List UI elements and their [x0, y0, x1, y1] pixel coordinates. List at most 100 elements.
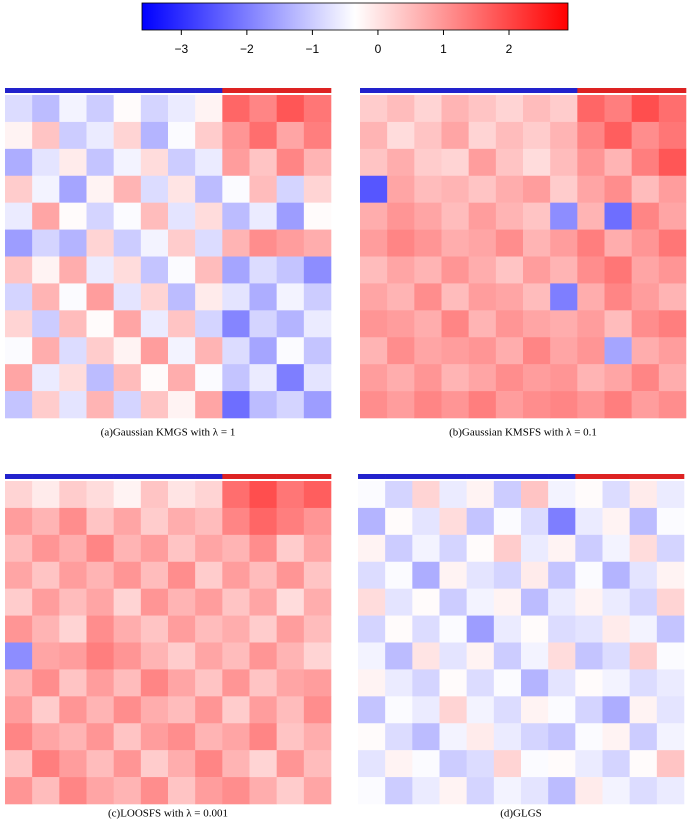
heatmap-cell — [168, 256, 196, 284]
class-bar — [86, 88, 114, 93]
heatmap-cell — [439, 588, 467, 616]
heatmap-cell — [604, 310, 632, 338]
heatmap-cell — [249, 561, 277, 589]
heatmap-cell — [86, 175, 114, 203]
heatmap-cell — [414, 391, 442, 419]
heatmap-cell — [32, 723, 60, 751]
heatmap-cell — [5, 696, 33, 724]
heatmap-cell — [168, 642, 196, 670]
heatmap-cell — [168, 696, 196, 724]
class-bar — [523, 88, 551, 93]
heatmap-cell — [602, 588, 630, 616]
class-bar — [414, 88, 442, 93]
class-bar — [439, 474, 467, 479]
heatmap-cell — [303, 202, 332, 230]
heatmap-cell — [412, 615, 440, 643]
panel-caption: (d)GLGS — [500, 808, 542, 820]
class-bar — [249, 474, 277, 479]
class-bar — [276, 474, 305, 479]
class-bar — [86, 474, 114, 479]
class-bar — [577, 88, 605, 93]
heatmap-cell — [32, 391, 60, 419]
heatmap-cell — [113, 121, 142, 150]
heatmap-cell — [414, 256, 442, 284]
heatmap-cell — [602, 669, 630, 697]
heatmap-cell — [387, 391, 415, 419]
heatmap-cell — [658, 364, 687, 392]
heatmap-cell — [59, 283, 87, 311]
heatmap-cell — [629, 615, 658, 643]
colorbar-tick-label: 1 — [440, 42, 447, 56]
heatmap-cell — [493, 561, 522, 589]
heatmap-cell — [550, 256, 578, 284]
heatmap-cell — [550, 148, 578, 177]
heatmap-cell — [360, 95, 388, 123]
heatmap-cell — [195, 534, 223, 563]
heatmap-cell — [303, 310, 332, 338]
heatmap-cell — [521, 507, 549, 536]
heatmap-cell — [631, 310, 660, 338]
heatmap-cell — [140, 229, 169, 257]
heatmap-cell — [32, 310, 60, 338]
heatmap-cell — [604, 175, 632, 203]
heatmap-cell — [140, 175, 169, 203]
heatmap-cell — [249, 750, 277, 778]
heatmap-cell — [548, 750, 576, 778]
heatmap-cell — [168, 534, 196, 563]
heatmap-cell — [59, 175, 87, 203]
colorbar-tick-label: −1 — [306, 42, 320, 56]
heatmap-cell — [113, 256, 142, 284]
heatmap-cell — [195, 588, 223, 616]
heatmap-cell — [385, 507, 413, 536]
heatmap-cell — [222, 283, 250, 311]
class-bar — [604, 88, 632, 93]
heatmap-cell — [466, 750, 495, 778]
heatmap-cell — [249, 642, 277, 670]
heatmap-cell — [629, 777, 658, 805]
heatmap-cell — [32, 256, 60, 284]
heatmap-cell — [631, 229, 660, 257]
class-bar — [59, 474, 87, 479]
heatmap-cell — [32, 615, 60, 643]
heatmap-cell — [168, 669, 196, 697]
class-bar — [468, 88, 497, 93]
heatmap-cell — [548, 723, 576, 751]
heatmap-cell — [385, 777, 413, 805]
heatmap-cell — [32, 507, 60, 536]
heatmap-cell — [493, 750, 522, 778]
heatmap-cell — [249, 669, 277, 697]
heatmap-cell — [140, 364, 169, 392]
class-bar — [222, 88, 250, 93]
heatmap-cell — [521, 642, 549, 670]
heatmap-cell — [441, 175, 469, 203]
heatmap-cell — [358, 777, 386, 805]
heatmap-cell — [577, 229, 605, 257]
heatmap-cell — [276, 337, 305, 365]
heatmap-cell — [249, 481, 277, 509]
heatmap-cell — [222, 561, 250, 589]
heatmap-cell — [439, 669, 467, 697]
heatmap-cell — [276, 283, 305, 311]
heatmap-cell — [32, 364, 60, 392]
heatmap-cell — [521, 669, 549, 697]
heatmap-cell — [602, 696, 630, 724]
heatmap-cell — [493, 777, 522, 805]
heatmap-cell — [385, 534, 413, 563]
heatmap-cell — [629, 669, 658, 697]
heatmap-cell — [59, 364, 87, 392]
heatmap-cell — [59, 561, 87, 589]
heatmap-cell — [168, 777, 196, 805]
heatmap-cell — [195, 642, 223, 670]
heatmap-cell — [575, 777, 603, 805]
heatmap-cell — [550, 175, 578, 203]
heatmap-cell — [249, 95, 277, 123]
heatmap-cell — [577, 391, 605, 419]
heatmap-cell — [140, 723, 169, 751]
heatmap-cell — [658, 283, 687, 311]
heatmap-cell — [493, 615, 522, 643]
class-bar — [195, 88, 223, 93]
heatmap-cell — [658, 256, 687, 284]
heatmap-cell — [113, 148, 142, 177]
heatmap-cell — [168, 229, 196, 257]
heatmap-cell — [548, 561, 576, 589]
